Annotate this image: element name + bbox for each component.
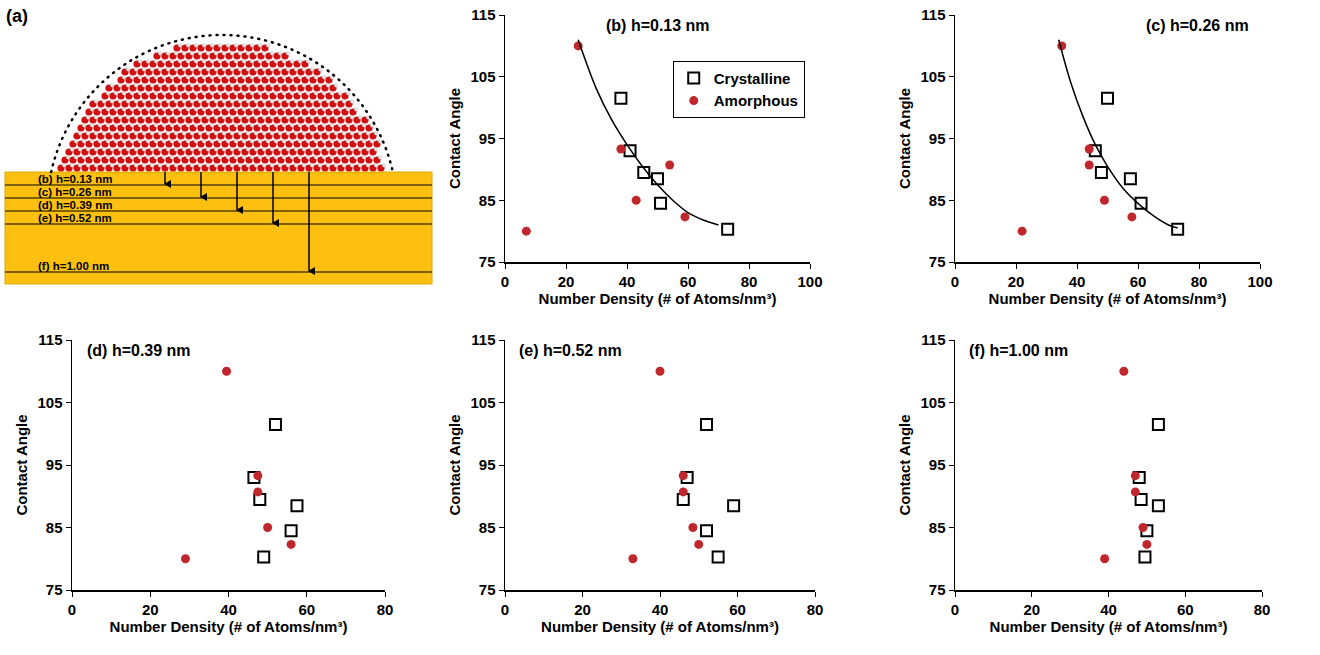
svg-text:85: 85: [929, 519, 946, 536]
svg-text:105: 105: [470, 68, 495, 85]
svg-text:60: 60: [729, 601, 746, 618]
svg-text:40: 40: [1069, 273, 1086, 290]
svg-text:80: 80: [807, 601, 824, 618]
svg-text:0: 0: [68, 601, 76, 618]
svg-text:75: 75: [479, 581, 496, 598]
svg-text:100: 100: [797, 273, 822, 290]
svg-text:(c) h=0.26 nm: (c) h=0.26 nm: [38, 186, 112, 198]
svg-text:Number Density (# of Atoms/nm³: Number Density (# of Atoms/nm³): [541, 618, 779, 635]
svg-text:105: 105: [470, 394, 495, 411]
svg-text:Crystalline: Crystalline: [714, 70, 791, 87]
svg-text:Number Density (# of Atoms/nm³: Number Density (# of Atoms/nm³): [110, 618, 348, 635]
svg-text:(b) h=0.13 nm: (b) h=0.13 nm: [606, 17, 710, 34]
svg-text:Number Density (# of Atoms/nm³: Number Density (# of Atoms/nm³): [539, 290, 777, 307]
svg-text:80: 80: [1191, 273, 1208, 290]
svg-text:Contact Angle: Contact Angle: [13, 414, 30, 515]
svg-text:40: 40: [220, 601, 237, 618]
svg-text:95: 95: [46, 456, 63, 473]
svg-text:115: 115: [471, 6, 495, 23]
svg-text:95: 95: [479, 130, 496, 147]
svg-text:75: 75: [479, 253, 496, 270]
svg-text:40: 40: [619, 273, 636, 290]
svg-text:(e) h=0.52 nm: (e) h=0.52 nm: [519, 342, 622, 359]
svg-text:Number Density (# of Atoms/nm³: Number Density (# of Atoms/nm³): [990, 618, 1228, 635]
svg-text:115: 115: [38, 331, 62, 348]
svg-text:85: 85: [929, 192, 946, 209]
svg-text:85: 85: [479, 519, 496, 536]
svg-text:80: 80: [377, 601, 394, 618]
svg-text:60: 60: [1130, 273, 1147, 290]
svg-text:80: 80: [1254, 601, 1271, 618]
svg-text:(d) h=0.39 nm: (d) h=0.39 nm: [87, 342, 191, 359]
svg-text:(e) h=0.52 nm: (e) h=0.52 nm: [38, 212, 112, 224]
svg-text:75: 75: [46, 581, 63, 598]
svg-text:85: 85: [479, 192, 496, 209]
svg-text:75: 75: [929, 253, 946, 270]
svg-text:(c) h=0.26 nm: (c) h=0.26 nm: [1146, 17, 1249, 34]
svg-text:75: 75: [929, 581, 946, 598]
svg-text:Contact Angle: Contact Angle: [896, 88, 913, 189]
svg-text:100: 100: [1247, 273, 1272, 290]
svg-text:115: 115: [921, 331, 945, 348]
svg-text:0: 0: [951, 273, 959, 290]
svg-text:Amorphous: Amorphous: [714, 92, 798, 109]
svg-text:60: 60: [680, 273, 697, 290]
svg-text:60: 60: [298, 601, 315, 618]
svg-text:(f) h=1.00 nm: (f) h=1.00 nm: [969, 342, 1068, 359]
svg-text:105: 105: [920, 394, 945, 411]
svg-text:40: 40: [1100, 601, 1117, 618]
svg-text:Contact Angle: Contact Angle: [446, 414, 463, 515]
svg-text:60: 60: [1177, 601, 1194, 618]
svg-text:(b) h=0.13 nm: (b) h=0.13 nm: [38, 173, 112, 185]
svg-text:(a): (a): [6, 6, 28, 26]
svg-text:20: 20: [558, 273, 575, 290]
svg-text:20: 20: [574, 601, 591, 618]
svg-text:80: 80: [741, 273, 758, 290]
svg-text:85: 85: [46, 519, 63, 536]
svg-text:Contact Angle: Contact Angle: [896, 414, 913, 515]
svg-text:20: 20: [142, 601, 159, 618]
svg-text:20: 20: [1023, 601, 1040, 618]
svg-text:40: 40: [652, 601, 669, 618]
svg-text:0: 0: [501, 273, 509, 290]
svg-text:105: 105: [920, 68, 945, 85]
svg-text:0: 0: [501, 601, 509, 618]
svg-text:95: 95: [929, 456, 946, 473]
svg-text:105: 105: [37, 394, 62, 411]
svg-text:95: 95: [479, 456, 496, 473]
svg-text:Contact Angle: Contact Angle: [446, 88, 463, 189]
svg-text:115: 115: [471, 331, 495, 348]
svg-text:Number Density (# of Atoms/nm³: Number Density (# of Atoms/nm³): [989, 290, 1227, 307]
svg-text:115: 115: [921, 6, 945, 23]
svg-text:0: 0: [951, 601, 959, 618]
svg-text:(f) h=1.00 nm: (f) h=1.00 nm: [38, 260, 109, 272]
svg-text:(d) h=0.39 nm: (d) h=0.39 nm: [38, 199, 112, 211]
svg-text:20: 20: [1008, 273, 1025, 290]
svg-text:95: 95: [929, 130, 946, 147]
